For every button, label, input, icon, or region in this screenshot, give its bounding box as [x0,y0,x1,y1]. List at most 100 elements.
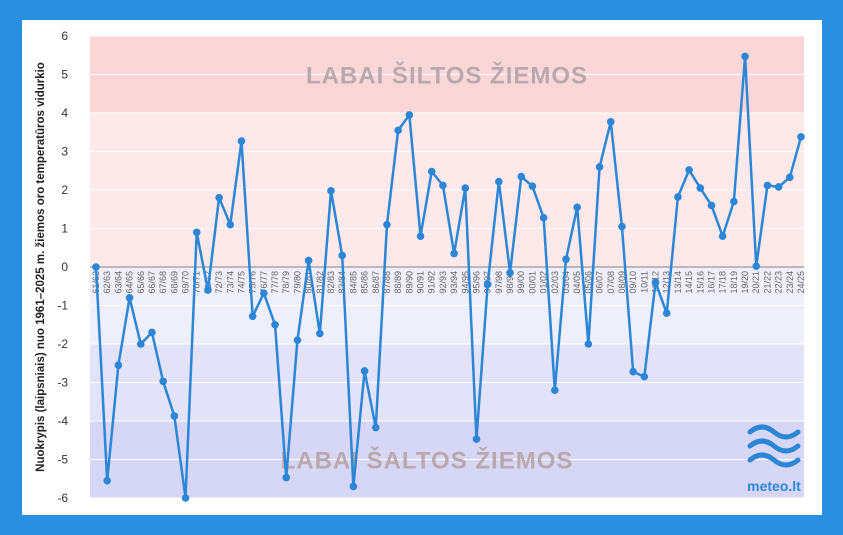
x-tick-label: 90/91 [416,271,426,294]
x-tick-label: 86/87 [371,271,381,294]
x-tick-label: 95/96 [471,271,481,294]
data-point [181,494,190,502]
x-tick-label: 72/73 [214,271,224,294]
x-tick-label: 16/17 [706,271,716,294]
data-point [651,278,660,287]
series-line [94,55,803,500]
data-point [159,377,167,386]
y-axis-label: Nuokrypis (laipsniais) nuo 1961–2025 m. … [35,62,47,472]
data-point [125,294,134,302]
y-tick-label: -4 [57,414,68,428]
data-point [472,435,481,443]
data-point [662,309,671,318]
data-point [539,213,548,222]
cold-winters-label: LABAI ŠALTOS ŽIEMOS [281,447,574,475]
x-tick-label: 91/92 [427,271,437,294]
x-tick-label: 03/04 [561,271,571,294]
data-point [148,328,156,337]
x-tick-label: 74/75 [236,271,246,294]
data-point [696,184,705,192]
x-tick-label: 66/67 [147,271,157,294]
data-point [248,312,257,321]
logo-wave-icon [747,452,801,468]
x-tick-label: 23/24 [785,271,795,294]
data-point [260,289,268,297]
x-tick-label: 76/77 [259,271,269,294]
line-chart: -6 -5 -4 -3 -2 -1 0 1 2 3 4 5 6 LABAI ŠILTOS ŽIEMOS LA… [35,29,806,505]
data-point [204,286,212,294]
data-point [618,222,626,231]
x-tick-label: 01/02 [539,271,549,294]
x-tick-label: 00/01 [527,271,537,294]
data-point [629,367,637,376]
data-point [371,423,380,432]
warm-winters-label: LABAI ŠILTOS ŽIEMOS [306,62,588,90]
data-point [551,386,559,395]
data-point [237,137,246,145]
data-point [394,126,402,135]
x-tick-label: 97/98 [494,271,504,294]
x-tick-label: 14/15 [684,271,694,294]
x-tick-label: 67/68 [158,271,168,294]
x-tick-label: 99/00 [516,271,526,294]
data-point [674,193,682,201]
data-point [685,166,693,174]
x-tick-label: 92/93 [438,271,448,294]
x-tick-label: 73/74 [225,271,235,294]
x-tick-label: 83/84 [337,271,347,294]
x-tick-label: 09/10 [628,271,638,294]
data-point [383,220,391,229]
x-tick-label: 70/71 [192,271,202,294]
logo-wave-icon [747,424,801,440]
x-tick-label: 17/18 [718,271,728,294]
x-tick-label: 22/23 [774,271,784,294]
x-tick-label: 93/94 [449,271,459,294]
x-tick-label: 15/16 [695,271,705,294]
data-point [136,340,145,348]
x-tick-label: 65/66 [136,271,146,294]
y-tick-label: -3 [57,376,68,390]
y-tick-label: -2 [57,337,68,351]
x-tick-label: 69/70 [181,271,191,294]
data-point [170,412,179,420]
x-tick-label: 24/25 [796,271,806,294]
data-point [562,255,570,264]
x-tick-label: 80/81 [304,271,314,294]
data-point [707,201,716,210]
y-tick-label: 2 [61,183,68,197]
x-tick-label: 88/89 [393,271,403,294]
data-point [730,197,738,206]
data-point [506,268,514,277]
x-tick-label: 75/76 [248,271,258,294]
data-point [763,181,772,190]
x-tick-label: 08/09 [617,271,627,294]
y-tick-label: 3 [61,145,68,159]
data-point [349,482,358,491]
data-point [517,172,526,181]
data-point [92,263,100,271]
meteo-logo: meteo.lt [747,424,801,494]
data-point [606,118,615,126]
data-point [640,372,649,381]
data-point [327,186,335,195]
data-point [103,476,111,485]
data-point [741,52,749,61]
data-point [797,133,805,141]
x-tick-label: 85/86 [360,271,370,294]
x-tick-label: 10/11 [639,271,649,293]
data-point [293,336,302,344]
data-point [595,163,604,171]
x-tick-label: 07/08 [606,271,616,294]
y-tick-label: -1 [57,299,68,313]
x-tick-label: 84/85 [348,271,358,294]
x-tick-label: 81/82 [315,271,325,294]
data-point [114,361,123,369]
data-point [316,329,324,338]
data-point [495,177,503,186]
data-point [338,251,346,260]
x-tick-label: 04/05 [572,271,582,294]
x-tick-label: 05/06 [583,271,593,294]
data-point [774,183,783,191]
y-tick-label: -6 [57,491,68,505]
x-tick-label: 20/21 [751,271,761,294]
